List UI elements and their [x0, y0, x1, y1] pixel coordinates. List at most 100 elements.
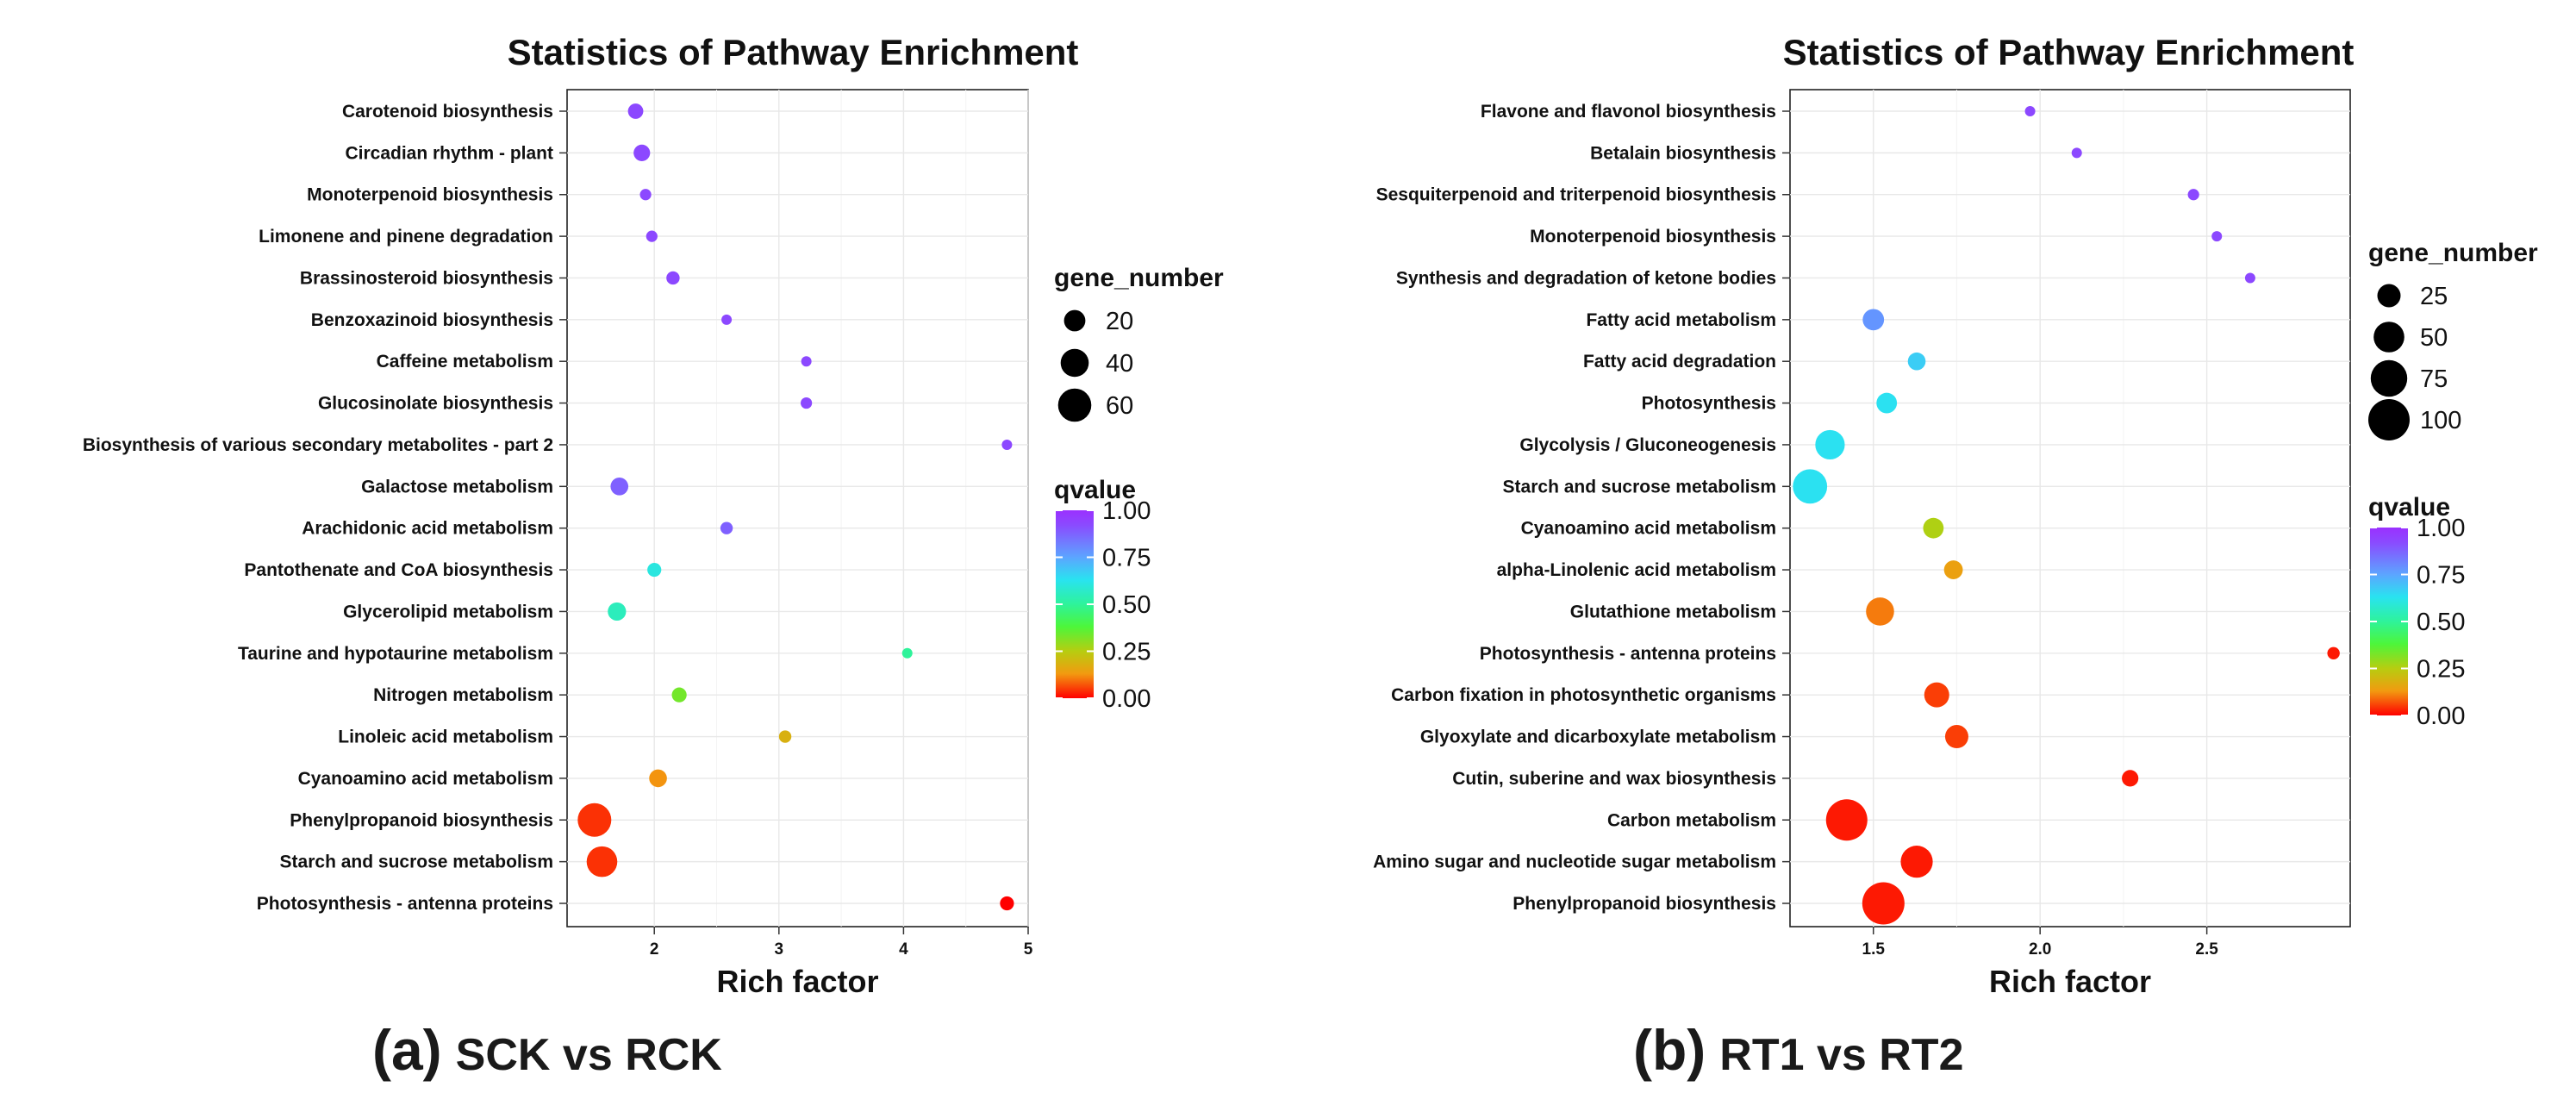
panel-b-ytick-label-2: Sesquiterpenoid and triterpenoid biosynt…	[1376, 185, 1776, 205]
panel-b-point-8	[1815, 429, 1845, 460]
panel-b-point-2	[2187, 189, 2199, 201]
panel-b-ytick-label-9: Starch and sucrose metabolism	[1503, 477, 1776, 497]
panel-a-point-7	[801, 397, 813, 409]
panel-a-point-12	[608, 602, 627, 621]
panel-a-ytick-label-0: Carotenoid biosynthesis	[342, 102, 553, 122]
panel-b-size-legend-key-3	[2368, 399, 2410, 440]
panel-b-point-15	[1944, 725, 1968, 749]
panel-b-ytick-label-0: Flavone and flavonol biosynthesis	[1481, 102, 1776, 122]
panel-b-point-0	[2024, 106, 2036, 116]
panel-a-ytick-label-7: Glucosinolate biosynthesis	[318, 394, 553, 414]
panel-b-ytick-label-15: Glyoxylate and dicarboxylate metabolism	[1420, 728, 1776, 747]
panel-a-ytick-label-10: Arachidonic acid metabolism	[302, 519, 553, 539]
panel-a-point-6	[801, 356, 812, 367]
panel-b-ytick-label-10: Cyanoamino acid metabolism	[1521, 519, 1776, 539]
panel-b-size-legend-label-2: 75	[2420, 365, 2448, 393]
panel-a-size-legend-title: gene_number	[1054, 264, 1224, 292]
panel-b-colorbar-label-1: 0.75	[2417, 562, 2465, 590]
panel-b-point-11	[1943, 560, 1963, 579]
panel-b-point-19	[1862, 882, 1905, 925]
panel-b-colorbar-label-0: 1.00	[2417, 515, 2465, 542]
panel-a-ytick-label-12: Glycerolipid metabolism	[343, 602, 553, 621]
panel-a-label: (a)	[372, 1018, 442, 1082]
panel-b-point-17	[1825, 799, 1868, 841]
panel-b-point-3	[2211, 231, 2223, 242]
panel-a-point-2	[639, 189, 652, 201]
panel-a-size-legend-label-2: 60	[1106, 392, 1133, 420]
panel-a-size-legend-label-0: 20	[1106, 308, 1133, 335]
panel-b-label: (b)	[1633, 1018, 1706, 1082]
panel-b-size-legend-title: gene_number	[2368, 239, 2538, 267]
panel-a-title: Statistics of Pathway Enrichment	[508, 32, 1079, 72]
panel-a-colorbar-label-3: 0.25	[1102, 639, 1151, 666]
panel-a-point-14	[671, 687, 687, 703]
panel-a-ytick-label-13: Taurine and hypotaurine metabolism	[238, 644, 553, 664]
panel-b-point-12	[1866, 597, 1894, 626]
panel-a-point-15	[778, 730, 792, 743]
panel-a-ytick-label-15: Linoleic acid metabolism	[338, 728, 553, 747]
panel-a-point-5	[721, 314, 733, 325]
panel-a-point-3	[646, 230, 658, 242]
panel-a-ytick-label-14: Nitrogen metabolism	[373, 685, 553, 705]
panel-b-size-legend-label-1: 50	[2420, 324, 2448, 352]
panel-a-xtick-label-3: 5	[1024, 940, 1033, 959]
panel-b-size-legend-label-0: 25	[2420, 283, 2448, 310]
panel-a-comparison: SCK vs RCK	[455, 1030, 722, 1080]
panel-b-point-13	[2327, 646, 2340, 659]
panel-a-size-legend-label-1: 40	[1106, 350, 1133, 378]
panel-a-ytick-label-5: Benzoxazinoid biosynthesis	[311, 310, 553, 330]
panel-a-plot-area	[566, 89, 1029, 928]
panel-a-ytick-label-6: Caffeine metabolism	[377, 352, 553, 372]
panel-b-point-5	[1862, 309, 1885, 331]
panel-b-size-legend-key-0	[2377, 284, 2401, 308]
panel-a-point-9	[610, 478, 629, 496]
panel-b-title: Statistics of Pathway Enrichment	[1783, 32, 2355, 72]
panel-a-xtick-label-2: 4	[899, 940, 908, 959]
panel-a-ytick-label-2: Monoterpenoid biosynthesis	[307, 185, 553, 205]
panel-a-ytick-label-11: Pantothenate and CoA biosynthesis	[244, 560, 553, 580]
panel-a-ytick-label-16: Cyanoamino acid metabolism	[298, 769, 553, 789]
panel-b-point-1	[2071, 147, 2082, 159]
panel-b-ytick-label-14: Carbon fixation in photosynthetic organi…	[1391, 685, 1776, 705]
panel-b-point-18	[1900, 846, 1933, 878]
panel-b-ytick-label-7: Photosynthesis	[1642, 394, 1776, 414]
panel-b-color-legend-title: qvalue	[2368, 493, 2450, 522]
panel-b-ytick-label-8: Glycolysis / Gluconeogenesis	[1519, 435, 1776, 455]
panel-b-colorbar-label-2: 0.50	[2417, 609, 2465, 636]
panel-b-xtick-label-1: 2.0	[2029, 940, 2051, 959]
panel-b-ytick-label-19: Phenylpropanoid biosynthesis	[1513, 894, 1776, 914]
panel-a-point-1	[633, 144, 651, 161]
panel-a-ytick-label-4: Brassinosteroid biosynthesis	[300, 268, 553, 288]
panel-b-ytick-label-5: Fatty acid metabolism	[1586, 310, 1776, 330]
panel-b-point-4	[2244, 272, 2255, 284]
panel-b-point-7	[1876, 392, 1898, 414]
panel-a-xtick-label-0: 2	[650, 940, 659, 959]
panel-b-ytick-label-12: Glutathione metabolism	[1570, 602, 1776, 621]
panel-b-size-legend-key-2	[2370, 359, 2408, 397]
panel-a-size-legend-key-0	[1063, 309, 1086, 332]
panel-a-point-11	[647, 562, 662, 578]
panel-a-xlabel: Rich factor	[716, 964, 878, 999]
panel-a-point-0	[627, 103, 644, 119]
panel-b-plot-area	[1789, 89, 2351, 928]
panel-a-point-8	[1001, 439, 1013, 450]
panel-a-ytick-label-3: Limonene and pinene degradation	[259, 227, 553, 247]
panel-a-colorbar-label-4: 0.00	[1102, 685, 1151, 713]
panel-b-xtick-label-2: 2.5	[2195, 940, 2218, 959]
panel-b-point-14	[1924, 682, 1949, 708]
panel-b-caption: (b) RT1 vs RT2	[1633, 1017, 1964, 1083]
panel-a-ytick-label-19: Photosynthesis - antenna proteins	[257, 894, 553, 914]
panel-b-point-16	[2122, 770, 2139, 787]
panel-a-point-18	[586, 846, 618, 878]
panel-b-ytick-label-11: alpha-Linolenic acid metabolism	[1497, 560, 1776, 580]
panel-a-color-legend-title: qvalue	[1054, 476, 1136, 504]
panel-a-ytick-label-9: Galactose metabolism	[361, 477, 553, 497]
panel-a-ytick-label-18: Starch and sucrose metabolism	[280, 853, 553, 872]
panel-b-colorbar-label-3: 0.25	[2417, 656, 2465, 684]
panel-a-colorbar-label-0: 1.00	[1102, 497, 1151, 525]
panel-a-point-4	[666, 271, 680, 285]
panel-b-point-10	[1923, 517, 1944, 539]
panel-b-point-9	[1793, 469, 1828, 504]
panel-a-ytick-label-1: Circadian rhythm - plant	[345, 143, 553, 163]
